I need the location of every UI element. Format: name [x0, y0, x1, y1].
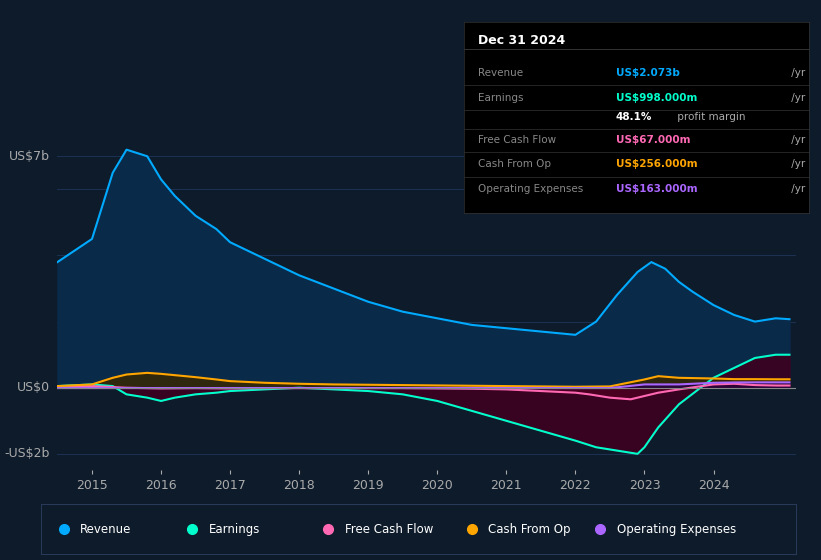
Text: /yr: /yr — [788, 68, 805, 78]
Text: Earnings: Earnings — [209, 522, 260, 536]
Text: Cash From Op: Cash From Op — [488, 522, 571, 536]
Text: -US$2b: -US$2b — [5, 447, 50, 460]
Text: /yr: /yr — [788, 160, 805, 170]
Text: /yr: /yr — [788, 184, 805, 194]
Text: Operating Expenses: Operating Expenses — [478, 184, 583, 194]
Text: Free Cash Flow: Free Cash Flow — [345, 522, 433, 536]
Text: Revenue: Revenue — [478, 68, 523, 78]
Text: Free Cash Flow: Free Cash Flow — [478, 135, 556, 144]
Text: US$0: US$0 — [17, 381, 50, 394]
Text: US$256.000m: US$256.000m — [616, 160, 697, 170]
Text: Operating Expenses: Operating Expenses — [617, 522, 736, 536]
Text: /yr: /yr — [788, 135, 805, 144]
Text: Revenue: Revenue — [80, 522, 131, 536]
Text: US$998.000m: US$998.000m — [616, 93, 697, 103]
Text: profit margin: profit margin — [674, 112, 745, 122]
Text: US$7b: US$7b — [9, 150, 50, 163]
Text: Dec 31 2024: Dec 31 2024 — [478, 34, 565, 47]
Text: US$163.000m: US$163.000m — [616, 184, 697, 194]
Text: US$67.000m: US$67.000m — [616, 135, 690, 144]
Text: Cash From Op: Cash From Op — [478, 160, 551, 170]
Text: 48.1%: 48.1% — [616, 112, 652, 122]
Text: /yr: /yr — [788, 93, 805, 103]
Text: Earnings: Earnings — [478, 93, 523, 103]
Text: US$2.073b: US$2.073b — [616, 68, 680, 78]
